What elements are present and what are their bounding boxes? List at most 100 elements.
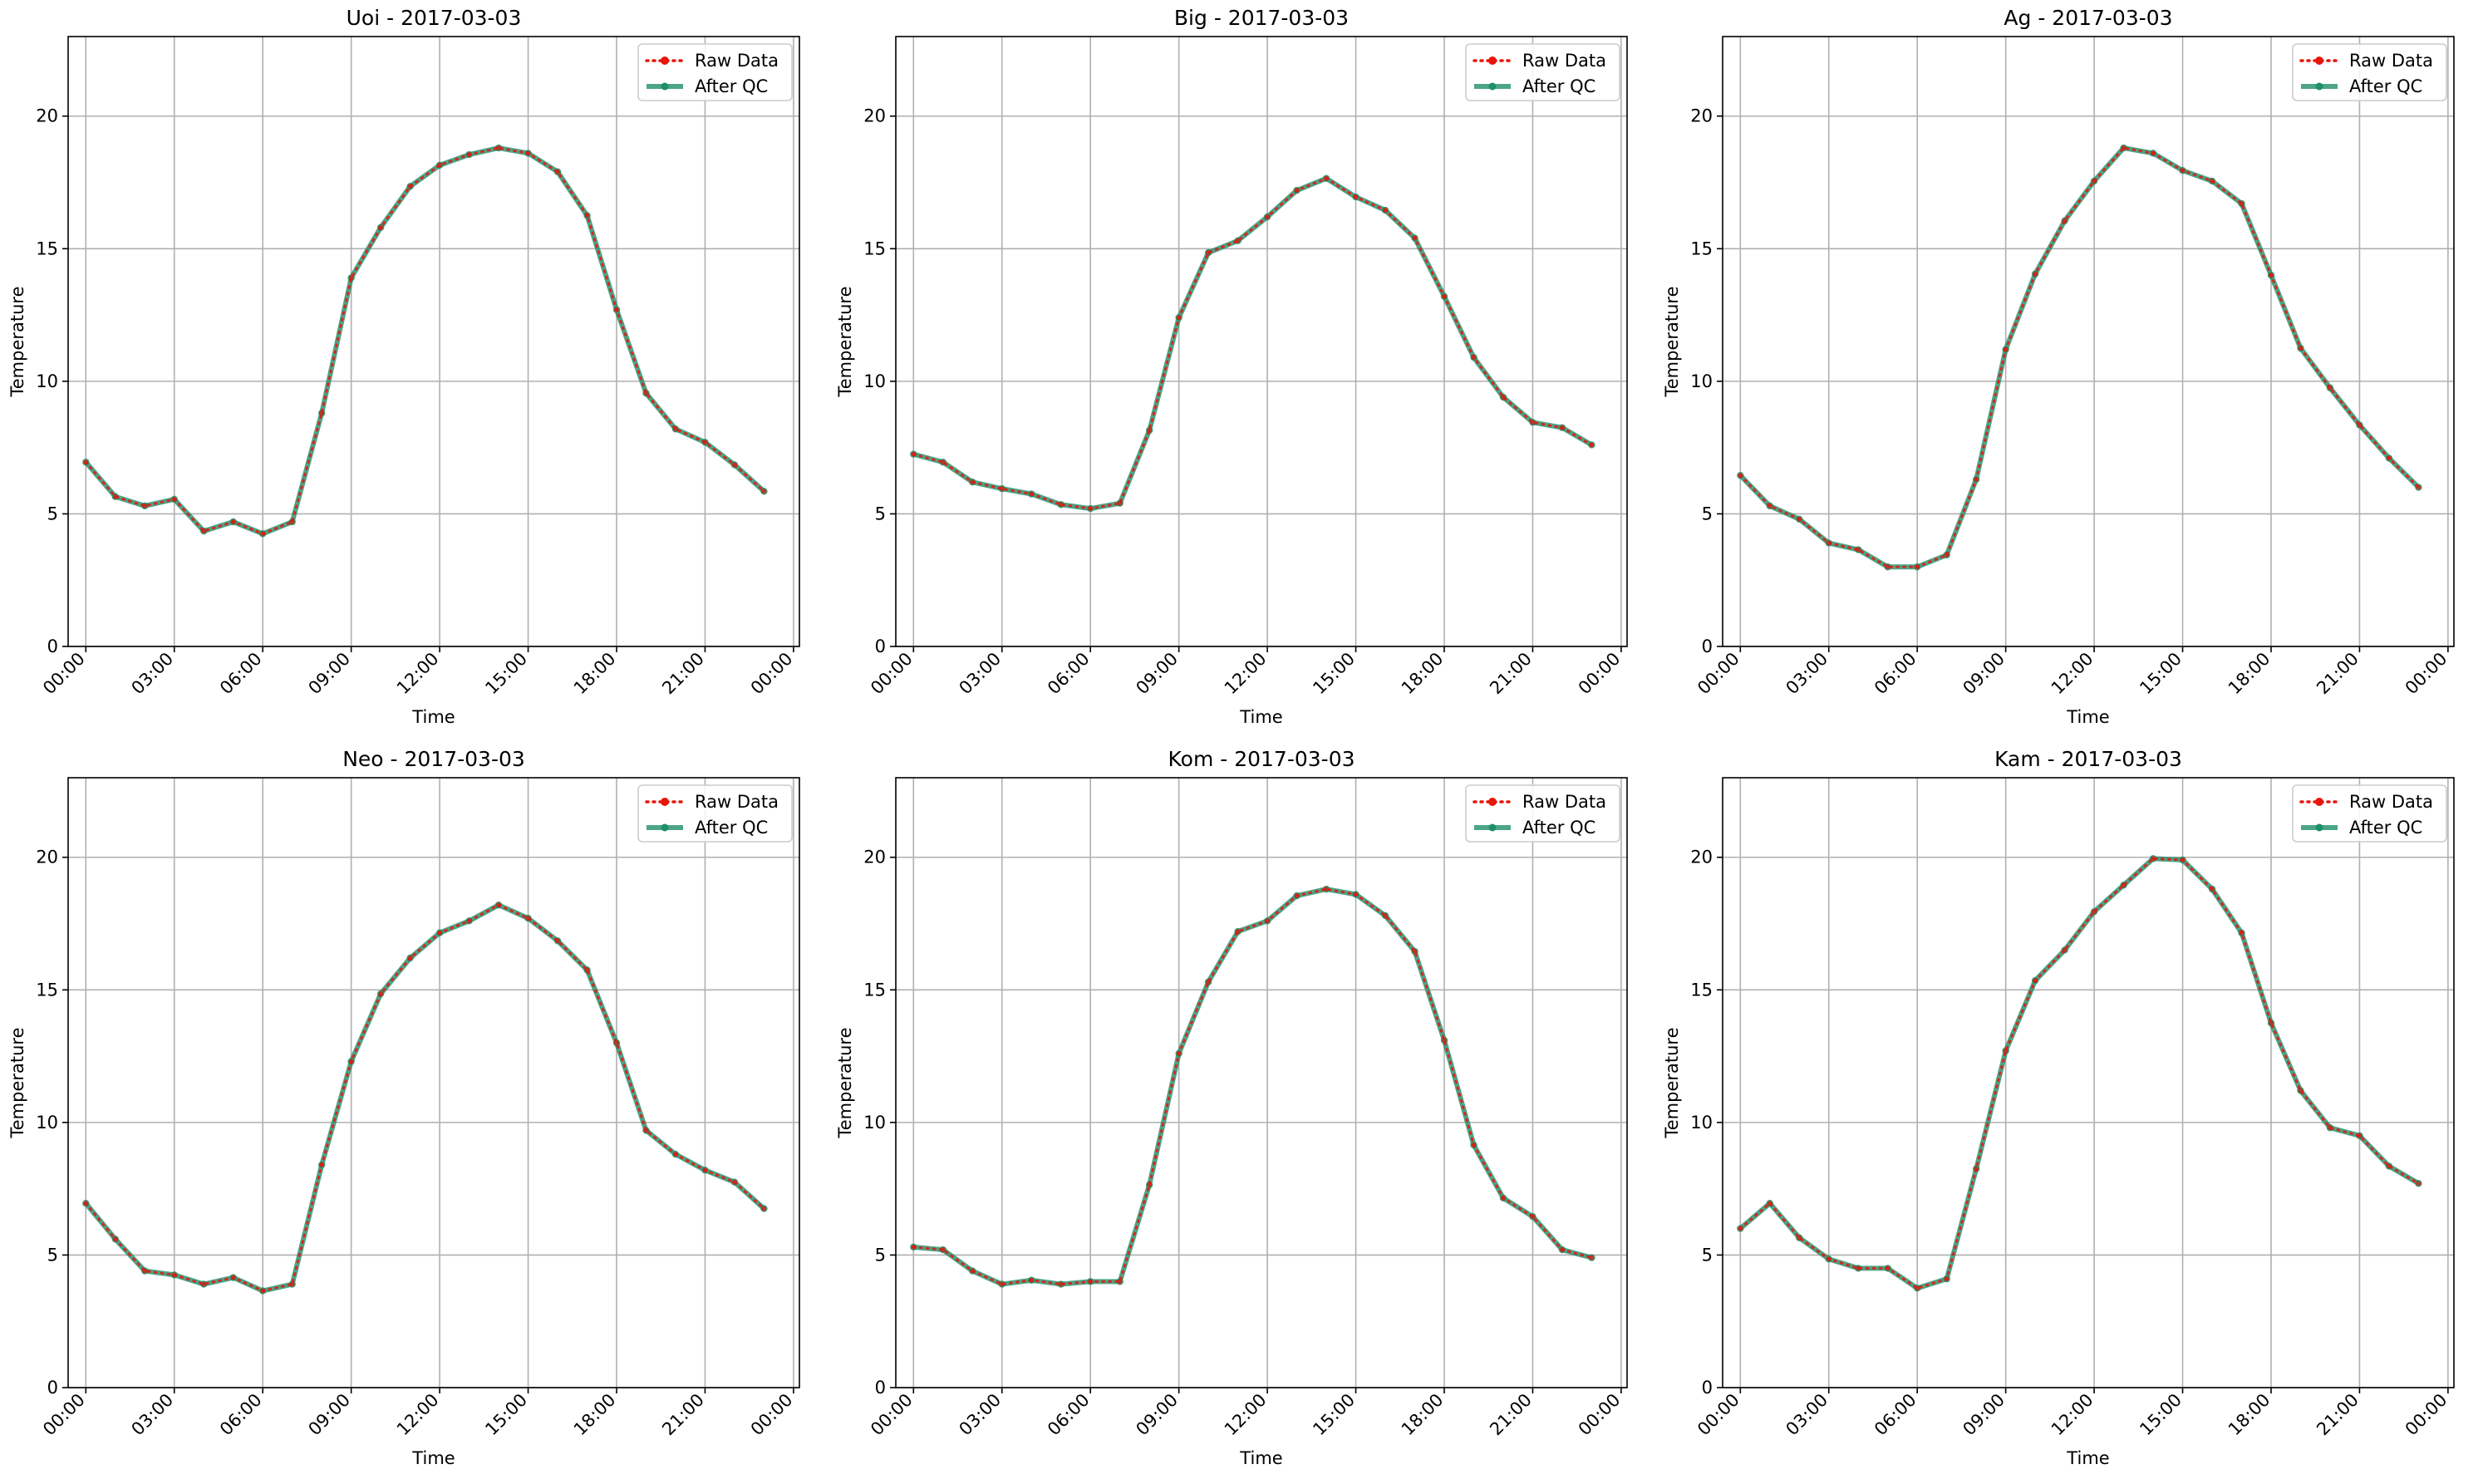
legend-label-raw-data: Raw Data — [1522, 792, 1606, 812]
data-point-raw-data — [230, 519, 236, 525]
y-tick-label: 5 — [875, 504, 886, 523]
data-point-raw-data — [999, 1281, 1005, 1287]
x-tick-label: 15:00 — [481, 1390, 531, 1440]
x-tick-label: 06:00 — [1871, 649, 1920, 699]
data-point-raw-data — [1383, 208, 1389, 214]
legend: Raw Data After QC — [2292, 784, 2447, 843]
legend-marker-raw-data — [661, 798, 669, 806]
data-point-raw-data — [1471, 1142, 1477, 1147]
x-tick-label: 15:00 — [1309, 1390, 1359, 1440]
data-point-raw-data — [702, 440, 708, 445]
data-point-raw-data — [1442, 293, 1447, 299]
data-point-raw-data — [2239, 930, 2244, 936]
data-point-raw-data — [1029, 1277, 1035, 1283]
data-point-raw-data — [466, 152, 472, 158]
axes-frame — [1722, 36, 2455, 647]
data-point-raw-data — [348, 275, 354, 281]
data-point-raw-data — [1885, 564, 1890, 570]
x-tick-label: 03:00 — [128, 649, 178, 699]
data-point-raw-data — [2151, 856, 2156, 862]
chart-title: Uoi - 2017-03-03 — [347, 6, 522, 30]
legend-marker-after-qc — [661, 82, 669, 91]
data-point-raw-data — [1058, 1281, 1064, 1287]
y-tick-label: 15 — [863, 238, 886, 258]
data-point-raw-data — [319, 410, 325, 416]
y-tick-label: 0 — [875, 1378, 886, 1398]
legend-marker-after-qc — [661, 823, 669, 832]
legend: Raw Data After QC — [2292, 43, 2447, 101]
legend-marker-after-qc — [2315, 82, 2323, 91]
x-tick-label: 09:00 — [1132, 649, 1182, 699]
y-tick-label: 20 — [36, 848, 58, 867]
data-point-raw-data — [1500, 395, 1506, 400]
data-point-raw-data — [2003, 1048, 2008, 1054]
x-tick-label: 18:00 — [2225, 1390, 2274, 1440]
data-point-raw-data — [2003, 346, 2008, 352]
subplot-5: 00:00 03:00 06:00 09:00 12:00 15:00 18:00 21:00… — [835, 747, 1628, 1468]
data-point-raw-data — [1058, 502, 1064, 508]
data-point-raw-data — [1265, 214, 1271, 220]
y-tick-label: 20 — [863, 106, 886, 126]
data-point-raw-data — [672, 1152, 678, 1157]
y-tick-label: 10 — [863, 371, 886, 391]
x-tick-label: 09:00 — [304, 1390, 354, 1440]
x-tick-label: 21:00 — [2313, 649, 2362, 699]
data-point-raw-data — [112, 1236, 118, 1242]
data-point-raw-data — [2151, 150, 2156, 156]
data-point-raw-data — [2269, 273, 2274, 278]
y-tick-label: 20 — [1690, 106, 1713, 126]
data-point-raw-data — [466, 918, 472, 924]
x-tick-label: 00:00 — [1575, 649, 1625, 699]
data-point-raw-data — [2269, 1020, 2274, 1026]
data-point-raw-data — [2062, 218, 2067, 224]
data-point-raw-data — [1974, 476, 1979, 482]
chart-title: Ag - 2017-03-03 — [2004, 6, 2172, 30]
data-point-raw-data — [1442, 1037, 1447, 1043]
legend-marker-raw-data — [1488, 57, 1497, 65]
data-point-raw-data — [1589, 442, 1595, 448]
x-axis-label: Time — [2066, 1448, 2109, 1468]
data-point-raw-data — [2327, 1125, 2333, 1131]
data-point-raw-data — [496, 145, 502, 151]
legend: Raw Data After QC — [1465, 784, 1620, 843]
data-point-raw-data — [289, 1281, 295, 1287]
subplot-3: 00:00 03:00 06:00 09:00 12:00 15:00 18:00 21:00… — [1662, 6, 2455, 727]
data-point-raw-data — [1559, 425, 1565, 430]
data-point-raw-data — [1767, 503, 1772, 509]
data-point-raw-data — [672, 426, 678, 432]
data-point-raw-data — [2239, 201, 2244, 207]
x-tick-label: 15:00 — [1309, 649, 1359, 699]
x-tick-label: 09:00 — [1959, 1390, 2008, 1440]
data-point-raw-data — [584, 213, 590, 219]
axes-frame — [1722, 777, 2455, 1388]
data-point-raw-data — [1353, 194, 1359, 200]
data-point-raw-data — [525, 150, 531, 156]
axes-frame — [67, 36, 800, 647]
data-point-raw-data — [1767, 1201, 1772, 1206]
legend-label-after-qc: After QC — [1522, 818, 1595, 838]
data-point-raw-data — [260, 1288, 266, 1294]
data-point-raw-data — [1029, 491, 1035, 497]
subplot-2: 00:00 03:00 06:00 09:00 12:00 15:00 18:00 21:00… — [835, 6, 1628, 727]
series-line-raw-data — [84, 903, 765, 1293]
series-line-after-qc — [84, 145, 766, 537]
data-point-raw-data — [2386, 1163, 2392, 1169]
x-axis-label: Time — [411, 707, 455, 727]
legend: Raw Data After QC — [1465, 43, 1620, 101]
chart-title: Neo - 2017-03-03 — [342, 747, 525, 771]
legend-marker-after-qc — [1488, 823, 1497, 832]
data-point-raw-data — [1324, 175, 1330, 181]
data-point-raw-data — [2357, 422, 2362, 428]
data-point-raw-data — [2180, 168, 2185, 174]
data-point-raw-data — [319, 1162, 325, 1167]
data-point-raw-data — [2298, 1088, 2303, 1093]
data-point-raw-data — [555, 169, 561, 174]
legend-label-after-qc: After QC — [695, 818, 768, 838]
y-tick-label: 0 — [47, 1378, 58, 1398]
series-line-after-qc — [83, 902, 766, 1294]
x-axis-label: Time — [1239, 1448, 1282, 1468]
data-point-raw-data — [1117, 500, 1123, 506]
series-line-after-qc — [1738, 856, 2420, 1291]
data-point-raw-data — [1206, 979, 1212, 985]
